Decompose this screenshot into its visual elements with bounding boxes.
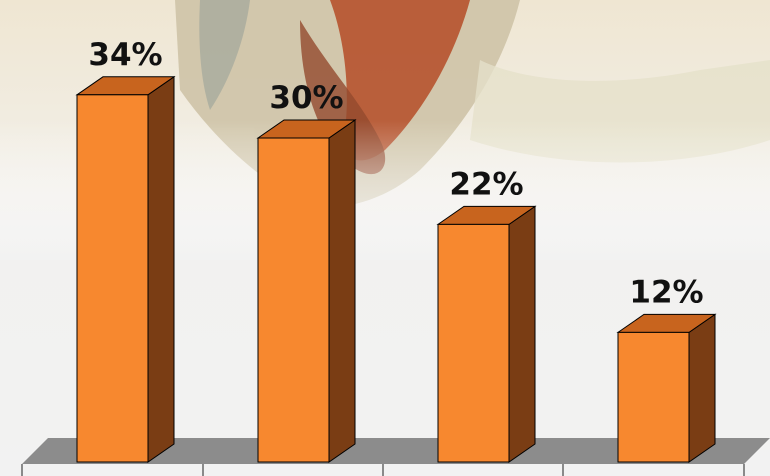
floor-ticks [21, 464, 745, 476]
bar-0-side [147, 75, 175, 463]
bar-series [75, 75, 717, 463]
bar-1-value-label: 30% [269, 80, 343, 116]
chart-floor [22, 438, 770, 464]
bar-1-front [257, 137, 330, 463]
bar-3-front [617, 331, 690, 463]
bar-2-value-label: 22% [449, 166, 523, 202]
bar-2-front [437, 223, 510, 463]
bar-3-value-label: 12% [629, 274, 703, 310]
bar-1-side [328, 119, 356, 463]
bar-0 [75, 75, 176, 463]
bar-3 [616, 313, 717, 463]
bar-2 [436, 205, 537, 463]
bar-1 [256, 119, 357, 463]
bar-3-side [688, 313, 716, 463]
bar-2-side [508, 205, 536, 463]
data-labels: 34% 30% 22% 12% [88, 37, 703, 311]
bar-0-value-label: 34% [88, 37, 162, 73]
bar-0-front [76, 94, 149, 463]
